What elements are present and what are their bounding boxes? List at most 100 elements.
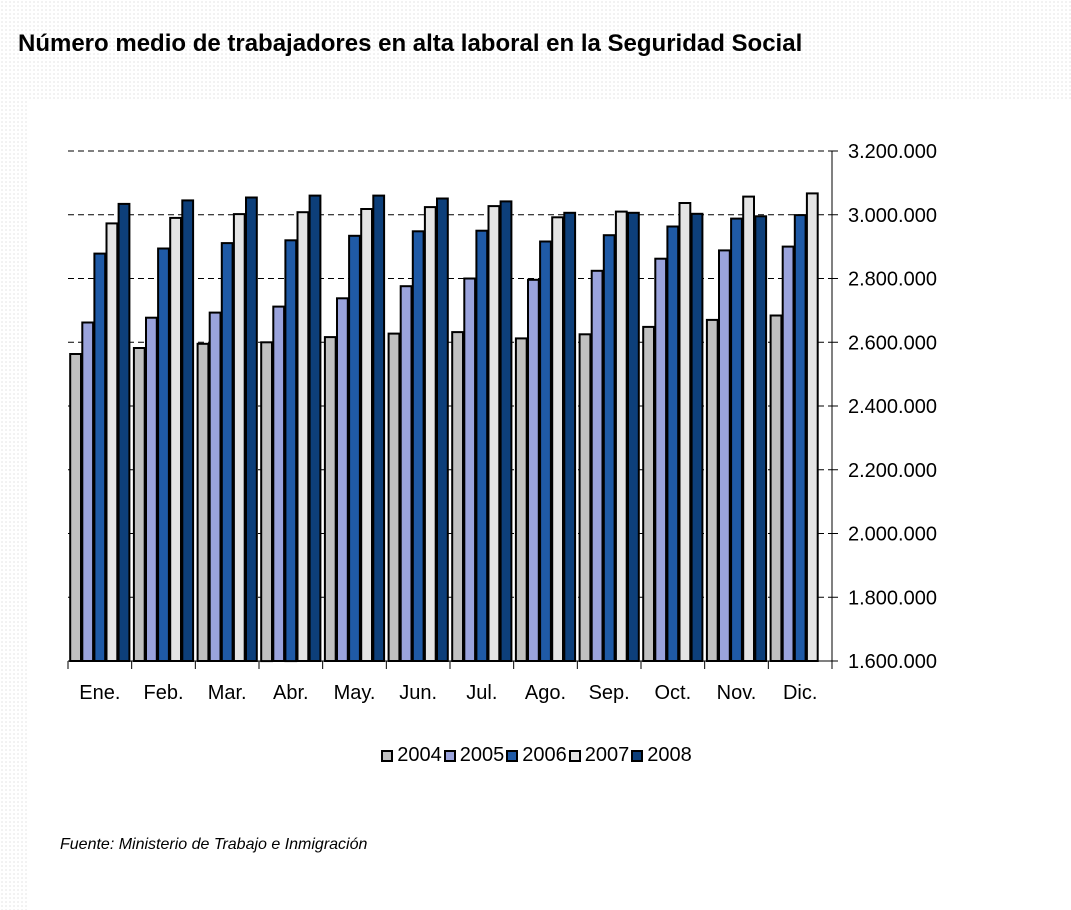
bar-2006-2	[220, 242, 234, 662]
bar-2006-8	[602, 234, 616, 662]
y-tick-label: 2.400.000	[848, 396, 937, 418]
bar-2008-2	[245, 196, 258, 662]
legend-swatch	[443, 749, 456, 762]
legend: 2004 2005 2006 2007 2008	[0, 744, 1071, 768]
bar-2007-2	[232, 213, 246, 662]
tick-labels: 1.600.000 1.800.000 2.000.000 2.200.000 2.40…	[79, 141, 937, 704]
bar-2007-0	[105, 222, 119, 662]
legend-item-2006: 2006	[504, 744, 567, 767]
legend-label: 2008	[647, 744, 692, 766]
bar-2006-10	[730, 217, 743, 662]
legend-label: 2004	[397, 744, 442, 766]
legend-label: 2006	[522, 744, 567, 766]
bar-2008-10	[754, 215, 768, 663]
bar-2008-5	[436, 197, 449, 662]
bar-2007-1	[169, 216, 182, 662]
y-tick-label: 2.200.000	[848, 460, 937, 482]
x-tick-label: Abr.	[273, 682, 309, 704]
bar-2007-8	[614, 210, 628, 662]
x-tick-label: Oct.	[654, 682, 691, 704]
bar-2006-5	[411, 230, 425, 663]
bar-2006-11	[793, 214, 807, 662]
bar-2006-9	[666, 225, 680, 662]
y-tick-label: 2.600.000	[848, 332, 937, 354]
bar-2008-9	[690, 212, 704, 663]
bar-2008-4	[372, 194, 386, 662]
bar-2004-6	[451, 331, 465, 662]
legend-label: 2007	[584, 744, 630, 766]
axes	[67, 150, 838, 669]
bar-2008-1	[181, 199, 195, 662]
bar-2005-11	[781, 245, 795, 662]
legend-item-2008: 2008	[629, 744, 692, 767]
y-tick-label: 2.800.000	[848, 269, 937, 291]
legend-swatch	[568, 749, 581, 762]
bar-2005-6	[463, 277, 477, 662]
bar-2004-2	[196, 342, 210, 662]
bar-2006-3	[284, 239, 298, 663]
bar-2005-4	[336, 297, 349, 662]
x-tick-label: Nov.	[717, 682, 757, 704]
bar-2006-7	[539, 240, 552, 662]
legend-item-2005: 2005	[442, 744, 505, 767]
bar-2008-3	[308, 194, 322, 662]
bar-2007-6	[487, 205, 501, 662]
bar-2005-9	[654, 257, 668, 662]
y-tick-label: 1.800.000	[848, 587, 937, 609]
y-tick-label: 2.000.000	[848, 524, 937, 546]
bar-2005-8	[590, 269, 604, 662]
bar-2004-4	[323, 336, 337, 662]
y-tick-label: 1.600.000	[848, 651, 937, 673]
legend-swatch	[631, 749, 644, 762]
x-tick-label: May.	[334, 682, 376, 704]
source-note: Fuente: Ministerio de Trabajo e Inmigrac…	[60, 836, 368, 853]
x-tick-label: Ene.	[79, 682, 120, 704]
bar-2006-0	[93, 252, 107, 662]
legend-item-2004: 2004	[379, 744, 442, 767]
y-tick-label: 3.000.000	[848, 205, 937, 227]
bar-2004-3	[260, 341, 274, 663]
bar-2005-0	[81, 321, 95, 662]
bars	[69, 192, 819, 663]
chart-title: Número medio de trabajadores en alta lab…	[18, 30, 803, 57]
bar-2007-10	[742, 195, 756, 662]
bar-2008-8	[627, 211, 640, 663]
bar-2004-10	[705, 318, 719, 662]
x-tick-label: Mar.	[208, 682, 247, 704]
bar-2005-7	[527, 278, 540, 662]
bar-2007-9	[678, 202, 692, 662]
legend-swatch	[381, 749, 394, 762]
legend-item-2007: 2007	[567, 744, 630, 767]
gridlines	[68, 150, 832, 598]
bar-2007-3	[296, 211, 310, 662]
bar-2004-1	[132, 347, 146, 662]
bar-2004-11	[769, 314, 783, 662]
bar-2006-4	[348, 234, 361, 663]
bar-2008-6	[499, 200, 513, 662]
bar-2004-8	[578, 333, 592, 662]
bar-2004-5	[387, 332, 401, 662]
bar-2004-0	[69, 353, 82, 662]
bar-2005-1	[145, 316, 158, 662]
bar-2006-1	[157, 247, 170, 662]
bar-2007-4	[360, 208, 374, 662]
bar-2007-7	[551, 216, 565, 663]
legend-swatch	[506, 749, 519, 762]
x-tick-label: Ago.	[525, 682, 566, 704]
x-tick-label: Sep.	[589, 682, 630, 704]
legend-label: 2005	[459, 744, 505, 766]
bar-2007-5	[423, 206, 437, 662]
bar-2005-10	[718, 249, 731, 662]
x-tick-label: Jun.	[399, 682, 437, 704]
x-tick-label: Jul.	[466, 682, 497, 704]
bar-2005-2	[208, 311, 222, 662]
bar-2004-9	[642, 325, 656, 662]
bar-2008-0	[117, 202, 131, 662]
bar-2008-7	[563, 211, 577, 663]
x-tick-label: Feb.	[143, 682, 183, 704]
bar-2005-5	[399, 285, 413, 662]
bar-2004-7	[514, 337, 528, 662]
bar-2007-11	[805, 192, 819, 662]
x-tick-label: Dic.	[783, 682, 817, 704]
